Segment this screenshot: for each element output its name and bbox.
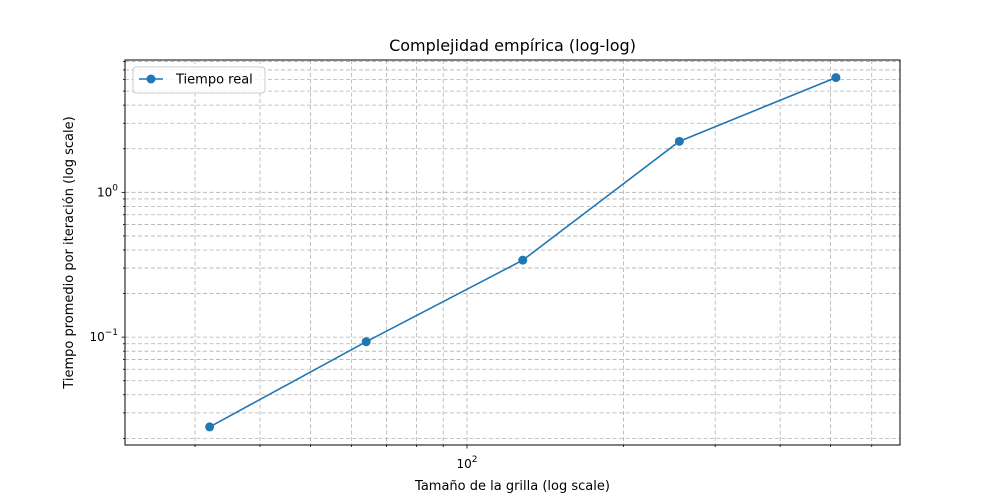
y-axis-label: Tiempo promedio por iteración (log scale… — [62, 116, 77, 389]
x-tick-label: 102 — [457, 455, 478, 471]
data-point — [361, 337, 371, 347]
chart-title: Complejidad empírica (log-log) — [389, 36, 636, 55]
grid-layer — [125, 60, 900, 445]
data-point — [205, 422, 215, 432]
tick-layer: 102 10−1 100 — [89, 61, 873, 471]
data-point — [518, 255, 528, 265]
data-point — [831, 73, 841, 83]
legend-marker — [146, 74, 156, 84]
plot-background — [125, 60, 900, 445]
y-tick-label: 100 — [97, 183, 118, 199]
y-tick-label: 10−1 — [89, 328, 118, 344]
series-layer — [205, 73, 841, 432]
legend-box — [132, 66, 266, 94]
plot-frame — [124, 59, 901, 446]
data-point — [674, 136, 684, 146]
x-axis-label: Tamaño de la grilla (log scale) — [414, 479, 610, 494]
legend: Tiempo real — [132, 66, 266, 94]
legend-label: Tiempo real — [175, 73, 253, 88]
